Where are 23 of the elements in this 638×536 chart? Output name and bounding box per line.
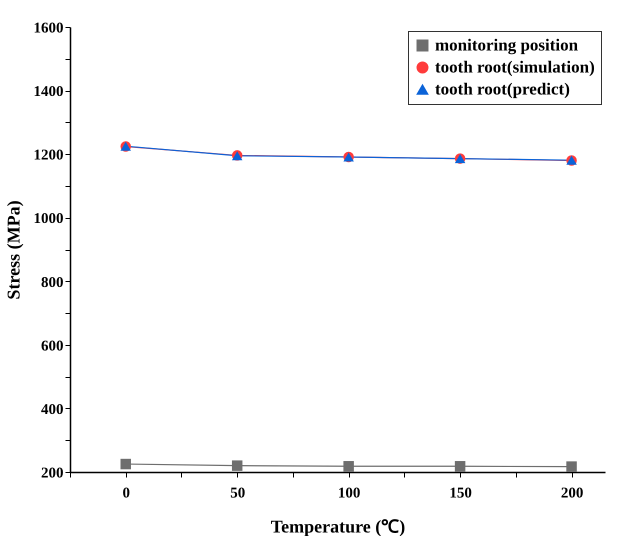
y-axis-title: Stress (MPa) <box>4 200 24 300</box>
x-tick-label: 200 <box>560 486 584 502</box>
point <box>232 460 242 471</box>
legend-label: tooth root(simulation) <box>435 58 595 76</box>
point <box>566 461 577 472</box>
x-tick-label: 150 <box>449 486 472 502</box>
x-tick-label: 100 <box>338 486 360 502</box>
y-tick-label: 1600 <box>34 20 64 36</box>
point <box>454 461 466 472</box>
legend-label: tooth root(predict) <box>435 80 570 98</box>
y-tick-label: 600 <box>41 338 64 354</box>
legend-label: monitoring position <box>435 36 579 54</box>
x-axis-title: Temperature (℃) <box>270 516 406 536</box>
point <box>120 458 131 470</box>
y-tick-label: 800 <box>41 274 64 291</box>
point <box>343 461 354 472</box>
x-tick-label: 0 <box>122 486 130 502</box>
y-tick-label: 1200 <box>34 148 64 164</box>
y-tick-label: 1400 <box>34 84 64 100</box>
y-tick-label: 200 <box>41 466 64 482</box>
x-tick-label: 50 <box>230 486 246 502</box>
y-tick-label: 1000 <box>34 211 64 228</box>
y-tick-label: 400 <box>41 402 64 418</box>
